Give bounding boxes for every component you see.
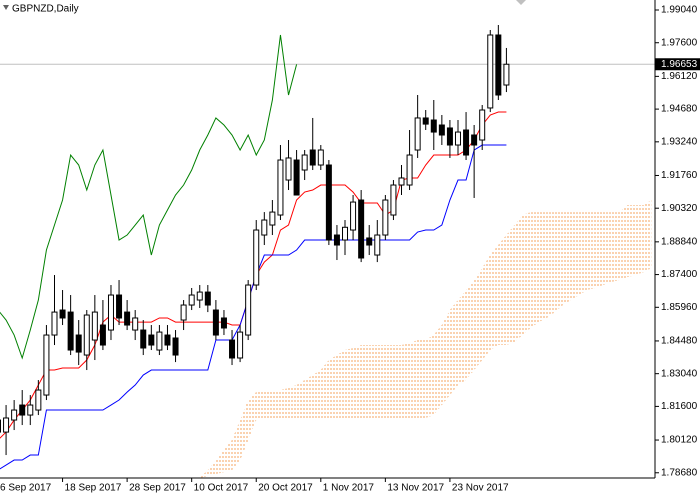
y-tick-label: 1.80120 (661, 435, 698, 446)
candle-body (454, 131, 461, 146)
candle-body (196, 291, 203, 301)
y-tick-label: 1.78680 (661, 467, 698, 478)
candle-body (83, 314, 90, 356)
candle-body (67, 311, 74, 351)
candle-body (414, 117, 421, 151)
candle-body (253, 229, 260, 286)
shift-marker (516, 0, 526, 5)
candle-body (350, 201, 357, 231)
candle-body (51, 311, 58, 336)
candle-body (229, 339, 236, 359)
x-tick-label: 10 Oct 2017 (194, 483, 249, 494)
price-label-box (655, 58, 700, 71)
candle-body (430, 119, 437, 133)
candle-body (11, 409, 18, 421)
y-tick-label: 1.94680 (661, 104, 698, 115)
x-tick-label: 18 Sep 2017 (65, 483, 122, 494)
candle-body (19, 404, 26, 416)
candle-body (398, 177, 405, 186)
candle-body (374, 234, 381, 256)
price-label: 1.96653 (661, 59, 698, 70)
candle-body (406, 154, 413, 186)
x-tick-label: 23 Nov 2017 (452, 483, 509, 494)
candle-body (180, 304, 187, 321)
candle-body (43, 334, 50, 396)
candle-body (495, 34, 502, 96)
candle-body (3, 417, 10, 433)
candle-body (0, 419, 1, 433)
candle-body (220, 317, 227, 329)
y-tick-label: 1.88840 (661, 236, 698, 247)
candle-body (172, 337, 179, 356)
candle-body (503, 63, 510, 86)
y-tick-label: 1.99040 (661, 5, 698, 16)
candle-body (342, 226, 349, 241)
x-tick-label: 20 Oct 2017 (258, 483, 313, 494)
candle-body (269, 211, 276, 226)
candle-body (188, 294, 195, 306)
indicator-line (0, 34, 298, 360)
candle-body (301, 154, 308, 171)
candle-body (91, 311, 98, 341)
y-tick-label: 1.90320 (661, 203, 698, 214)
candle-body (382, 199, 389, 236)
candle-body (212, 309, 219, 336)
candle-body (463, 129, 470, 156)
candle-body (107, 294, 114, 331)
y-tick-label: 1.96120 (661, 71, 698, 82)
candle-body (59, 309, 66, 319)
candle-body (35, 389, 42, 411)
candle-body (325, 164, 332, 241)
y-tick-label: 1.93240 (661, 136, 698, 147)
y-tick-label: 1.85960 (661, 302, 698, 313)
indicator-line (0, 144, 507, 470)
candle-body (245, 284, 252, 336)
candle-body (333, 234, 340, 246)
candle-body (27, 404, 34, 416)
symbol-icon (3, 5, 9, 10)
candle-body (293, 159, 300, 196)
candle-body (438, 124, 445, 136)
candle-body (164, 334, 171, 346)
candle-body (140, 329, 147, 349)
x-tick-label: 13 Nov 2017 (387, 483, 444, 494)
y-tick-label: 1.97600 (661, 37, 698, 48)
y-tick-label: 1.81600 (661, 401, 698, 412)
candle-body (99, 324, 106, 346)
candle-body (422, 117, 429, 125)
candle-body (261, 219, 268, 236)
candle-body (75, 334, 82, 353)
x-tick-label: 1 Nov 2017 (323, 483, 375, 494)
candle-body (317, 149, 324, 166)
candle-body (366, 237, 373, 246)
y-tick-label: 1.83040 (661, 368, 698, 379)
candle-body (487, 34, 494, 109)
candle-body (446, 127, 453, 146)
candle-body (132, 317, 139, 331)
candle-body (156, 331, 163, 351)
candle-body (390, 184, 397, 216)
y-tick-label: 1.91760 (661, 170, 698, 181)
candle-body (277, 159, 284, 216)
y-tick-label: 1.87400 (661, 269, 698, 280)
chart-title: GBPNZD,Daily (12, 4, 79, 15)
candle-body (285, 157, 292, 181)
y-tick-label: 1.84480 (661, 336, 698, 347)
candle-body (148, 334, 155, 346)
x-tick-label: 6 Sep 2017 (0, 483, 52, 494)
candle-body (309, 149, 316, 166)
x-tick-label: 28 Sep 2017 (129, 483, 186, 494)
candle-body (471, 134, 478, 146)
ichimoku-cloud (199, 200, 652, 478)
candle-body (124, 311, 131, 326)
candle-body (479, 109, 486, 141)
candle-body (116, 294, 123, 319)
candle-body (204, 291, 211, 306)
candle-body (358, 199, 365, 259)
candle-body (237, 331, 244, 359)
plot-area (0, 25, 655, 478)
